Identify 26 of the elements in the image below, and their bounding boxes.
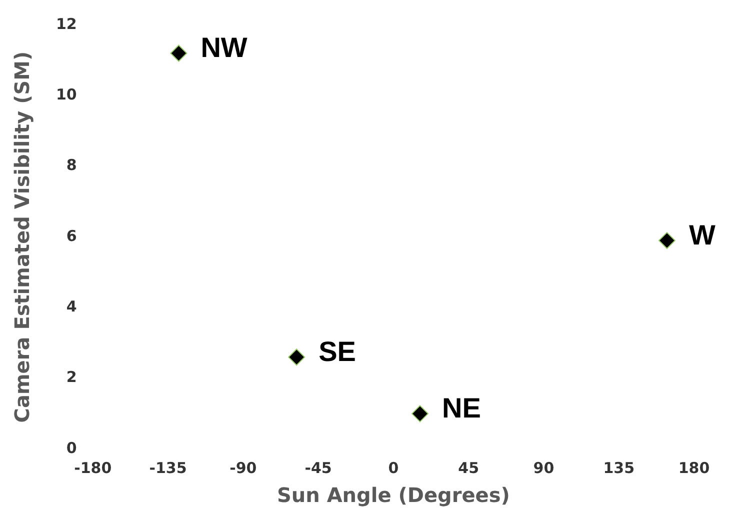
point [288,348,306,366]
annotation: SE [318,336,356,367]
x-axis-title: Sun Angle (Degrees) [276,483,510,508]
x-tick-label: 45 [458,458,480,477]
point [658,232,676,250]
x-tick-label: 180 [678,458,710,477]
x-tick-label: 135 [603,458,635,477]
x-tick-label: 90 [533,458,554,477]
x-tick-label: -45 [304,458,332,477]
annotation: NW [200,32,248,63]
x-tick-label: -180 [74,458,112,477]
point [411,405,428,422]
y-axis-title: Camera Estimated Visibility (SM) [10,51,34,423]
annotation: W [688,219,716,250]
y-tick-label: 10 [56,86,77,104]
x-tick-label: -90 [230,458,257,477]
point [170,44,188,62]
y-tick-label: 4 [66,298,77,316]
y-tick-label: 6 [66,226,77,245]
x-tick-label: -135 [149,458,187,477]
y-tick-label: 8 [66,156,77,174]
annotation: NE [442,392,481,424]
x-tick-label: 0 [388,458,399,477]
y-tick-label: 12 [56,14,77,33]
y-tick-label: 0 [66,438,77,457]
y-tick-label: 2 [66,368,77,386]
